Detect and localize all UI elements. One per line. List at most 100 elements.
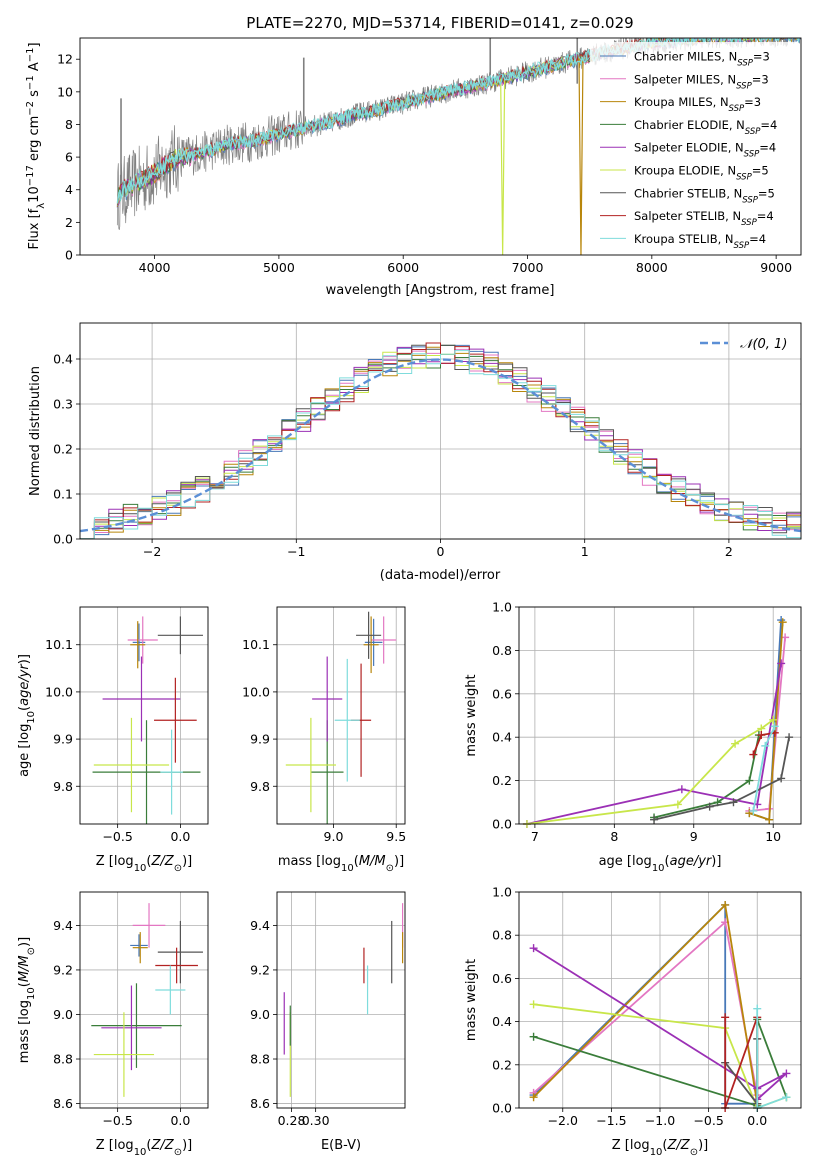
weight-marker: [721, 1013, 730, 1022]
label-part: Z [log: [96, 1138, 134, 1153]
axes-frame: [79, 37, 802, 256]
label-part: (: [662, 1138, 667, 1153]
weight-marker: [529, 1000, 538, 1009]
label-part: mass [log: [17, 1000, 32, 1063]
y-tick-label: 10.0: [242, 684, 270, 699]
mass-vs-z-panel: −0.5 0.08.68.89.09.29.4Z [log10(Z/Z⊙)]mas…: [17, 891, 209, 1158]
legend-entry: Kroupa MILES, NSSP=3: [634, 95, 761, 114]
y-tick-label: 0.4: [492, 1014, 512, 1029]
label-part: s: [27, 90, 42, 101]
label-part: 10: [652, 863, 665, 874]
label-part: (: [665, 854, 670, 869]
label-part: M/M: [359, 854, 386, 869]
label-part: −2: [25, 101, 36, 116]
spectrum-plot-area: [116, 38, 801, 255]
mass-vs-z-plot-area: [91, 903, 203, 1097]
weight-marker: [777, 659, 786, 668]
y-tick-label: 9.2: [53, 962, 73, 977]
legend-entry: Chabrier STELIB, NSSP=5: [634, 186, 775, 205]
y-tick-label: 0.1: [53, 487, 73, 502]
legend-sub: SSP: [734, 241, 750, 251]
residual-histogram-plot-area: [80, 342, 801, 539]
axes-frame: [276, 606, 406, 825]
legend-value: =4: [759, 141, 776, 155]
weight-marker: [778, 618, 787, 627]
label-part: age/yr: [670, 854, 713, 869]
y-tick-label: 9.4: [53, 918, 73, 933]
age-vs-z-plot-area: [92, 616, 203, 824]
residual-histogram-panel: −2 −1 0 1 2 0.0 0.1 0.2 0.3 0.4 𝒩(0, 1) (data-model…: [28, 322, 802, 583]
legend-value: =4: [760, 118, 777, 132]
x-tick-label: −0.5: [102, 1113, 132, 1128]
axes-frame: [79, 891, 209, 1109]
weight-marker: [745, 776, 754, 785]
y-tick-label: 2: [65, 215, 73, 230]
x-tick-label: 0.30: [302, 1113, 330, 1128]
legend-value: =3: [752, 72, 769, 86]
legend-entry: Salpeter MILES, NSSP=3: [634, 72, 769, 91]
label-part: (: [17, 982, 32, 987]
legend-sub: SSP: [744, 150, 760, 160]
label-part: )]: [698, 1138, 708, 1153]
label-part: Z [log: [96, 854, 134, 869]
y-tick-label: 9.9: [53, 732, 73, 747]
label-part: M/M: [17, 955, 32, 982]
label-part: ⊙: [174, 863, 182, 874]
y-tick-label: 0.0: [53, 532, 73, 547]
legend-name: Chabrier ELODIE, N: [634, 118, 745, 132]
age-vs-z-panel: −0.5 0.09.89.910.010.1Z [log10(Z/Z⊙)]age …: [17, 606, 209, 874]
y-tick-label: 9.2: [250, 962, 270, 977]
x-axis-label: (data-model)/error: [380, 568, 501, 583]
label-part: Z/Z: [151, 854, 175, 869]
label-part: )]: [17, 654, 32, 664]
legend-entry: Kroupa STELIB, NSSP=4: [634, 232, 766, 251]
legend-value: =5: [752, 164, 769, 178]
histogram-step: [80, 350, 801, 539]
label-part: 10: [27, 186, 42, 203]
weight-marker: [529, 1032, 538, 1041]
y-tick-label: 10.1: [242, 637, 270, 652]
weight-marker: [731, 739, 740, 748]
x-axis-label: age [log10(age/yr)]: [599, 854, 722, 874]
legend-name: Kroupa STELIB, N: [634, 232, 734, 246]
weight-line: [526, 663, 782, 825]
mass-weight-vs-z-panel: −2.0 −1.5 −1.0 −0.5 0.0 0.0 0.2 0.4 0.6 0.8 1.0 Z […: [464, 885, 802, 1158]
label-part: ⊙: [690, 1147, 698, 1158]
x-tick-label: 10: [765, 829, 781, 844]
label-part: 10: [26, 711, 37, 724]
legend-value: =5: [758, 186, 775, 200]
legend-entry: Chabrier ELODIE, NSSP=4: [634, 118, 777, 137]
weight-marker: [749, 806, 758, 815]
x-tick-label: 0.0: [170, 1113, 190, 1128]
y-tick-label: 0.2: [492, 1057, 512, 1072]
label-part: mass [log: [278, 854, 341, 869]
weight-marker: [757, 731, 766, 740]
legend-entry: 𝒩(0, 1): [740, 337, 787, 352]
x-tick-label: 7: [531, 829, 539, 844]
y-tick-label: 0: [65, 248, 73, 263]
y-tick-label: 9.8: [53, 779, 73, 794]
legend-sub: SSP: [729, 104, 745, 114]
legend-name: Chabrier MILES, N: [634, 50, 737, 64]
label-part: ⊙: [174, 1147, 182, 1158]
mass-weight-vs-age-plot-area: [522, 616, 794, 828]
label-part: Z/Z: [151, 1138, 175, 1153]
x-tick-label: 6000: [387, 260, 419, 275]
axes-frame: [518, 606, 802, 825]
x-axis-label: Z [log10(Z/Z⊙)]: [612, 1138, 709, 1158]
weight-line: [526, 719, 774, 825]
y-tick-label: 8.8: [250, 1052, 270, 1067]
legend-name: Kroupa ELODIE, N: [634, 164, 736, 178]
y-axis-label: mass weight: [464, 674, 479, 756]
y-axis-label: age [log10(age/yr)]: [17, 654, 37, 777]
histogram-step: [80, 342, 801, 539]
y-axis-label: mass [log10(M/M⊙)]: [17, 937, 37, 1063]
x-tick-label: 9.5: [386, 829, 406, 844]
y-tick-label: 0.2: [53, 442, 73, 457]
figure-title: PLATE=2270, MJD=53714, FIBERID=0141, z=0…: [246, 14, 633, 32]
legend-value: =3: [744, 95, 761, 109]
weight-marker: [705, 802, 714, 811]
x-tick-label: −2: [143, 544, 161, 559]
